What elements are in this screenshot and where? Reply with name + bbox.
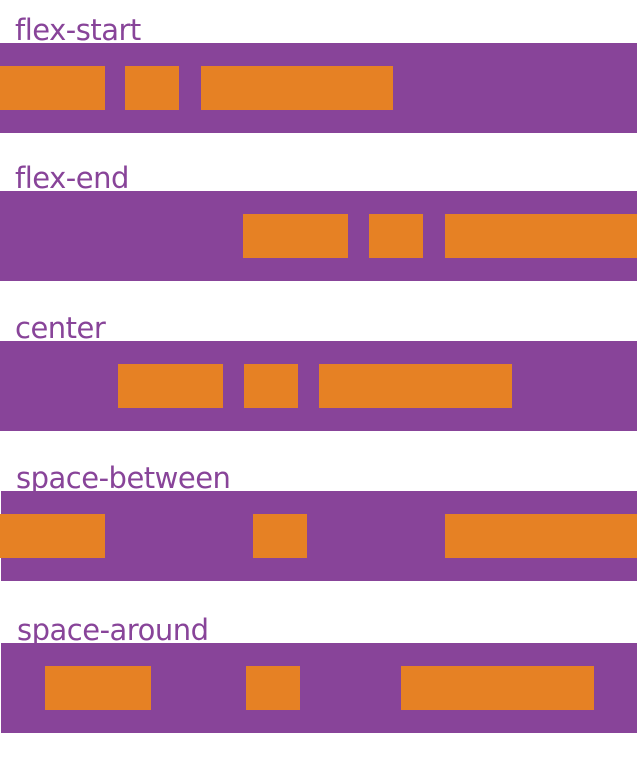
item-1 xyxy=(243,214,348,258)
item-1 xyxy=(45,666,151,710)
container-flex-start xyxy=(0,43,637,133)
item-2 xyxy=(246,666,300,710)
item-1 xyxy=(0,66,105,110)
label-center: center xyxy=(15,311,106,345)
container-space-around xyxy=(1,643,637,733)
item-3 xyxy=(401,666,594,710)
item-2 xyxy=(369,214,423,258)
label-flex-start: flex-start xyxy=(15,13,141,47)
item-3 xyxy=(201,66,393,110)
item-2 xyxy=(125,66,179,110)
item-1 xyxy=(118,364,223,408)
label-space-around: space-around xyxy=(17,613,209,647)
item-3 xyxy=(445,214,637,258)
container-flex-end xyxy=(0,191,637,281)
label-space-between: space-between xyxy=(16,461,231,495)
item-3 xyxy=(445,514,637,558)
container-space-between xyxy=(0,491,637,581)
item-3 xyxy=(319,364,512,408)
label-flex-end: flex-end xyxy=(15,161,129,195)
item-1 xyxy=(0,514,105,558)
item-2 xyxy=(244,364,298,408)
item-2 xyxy=(253,514,307,558)
container-center xyxy=(0,341,637,431)
